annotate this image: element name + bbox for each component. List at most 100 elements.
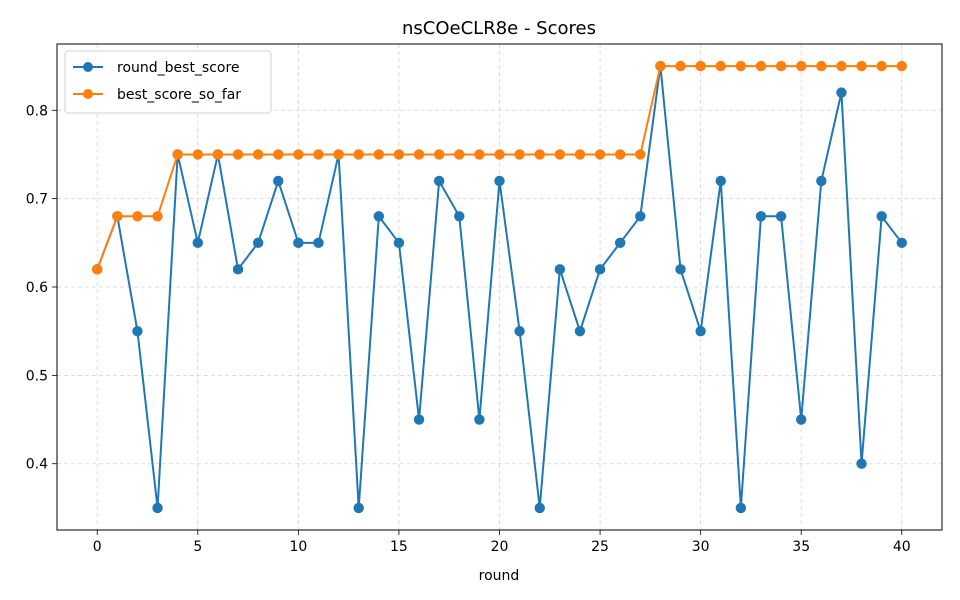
data-point-round-best-score xyxy=(474,414,485,425)
data-point-best-score-so-far xyxy=(293,149,304,160)
data-point-best-score-so-far xyxy=(92,264,103,275)
y-tick-label: 0.8 xyxy=(26,103,48,119)
data-point-best-score-so-far xyxy=(212,149,224,160)
data-point-round-best-score xyxy=(775,211,787,222)
data-point-round-best-score xyxy=(373,211,385,222)
data-point-best-score-so-far xyxy=(172,149,183,160)
data-point-round-best-score xyxy=(514,325,525,337)
data-point-round-best-score xyxy=(232,264,244,275)
legend-box xyxy=(64,50,272,114)
x-axis-label: round xyxy=(479,568,520,584)
data-point-round-best-score xyxy=(836,87,847,98)
data-point-round-best-score xyxy=(735,502,747,514)
x-tick-label: 25 xyxy=(591,539,609,555)
legend: round_best_score best_score_so_far xyxy=(64,50,272,114)
data-point-best-score-so-far xyxy=(373,149,385,160)
data-point-round-best-score xyxy=(433,175,445,187)
data-point-round-best-score xyxy=(132,325,143,337)
data-point-round-best-score xyxy=(192,237,203,249)
x-tick-label: 20 xyxy=(491,539,509,555)
legend-label-best-score-so-far: best_score_so_far xyxy=(117,87,241,103)
data-point-best-score-so-far xyxy=(353,149,364,160)
data-point-best-score-so-far xyxy=(675,60,686,72)
data-point-best-score-so-far xyxy=(192,149,203,160)
data-point-round-best-score xyxy=(152,502,163,514)
x-tick-label: 35 xyxy=(792,539,810,555)
data-point-round-best-score xyxy=(876,211,887,222)
data-point-best-score-so-far xyxy=(775,60,787,72)
legend-marker-round-best-score xyxy=(83,62,93,72)
data-point-round-best-score xyxy=(454,211,465,222)
data-point-round-best-score xyxy=(393,237,405,249)
data-point-best-score-so-far xyxy=(574,149,586,160)
x-tick-label: 15 xyxy=(390,539,408,555)
data-point-round-best-score xyxy=(614,237,626,249)
data-point-best-score-so-far xyxy=(796,60,807,72)
data-point-round-best-score xyxy=(413,414,425,425)
y-tick-label: 0.4 xyxy=(26,457,48,473)
data-point-best-score-so-far xyxy=(474,149,485,160)
data-point-best-score-so-far xyxy=(252,149,264,160)
data-point-round-best-score xyxy=(313,237,324,249)
data-point-round-best-score xyxy=(574,325,586,337)
y-tick-label: 0.5 xyxy=(26,368,48,384)
data-point-best-score-so-far xyxy=(554,149,566,160)
legend-label-round-best-score: round_best_score xyxy=(117,60,240,76)
data-point-round-best-score xyxy=(796,414,807,425)
data-point-round-best-score xyxy=(675,264,686,275)
data-point-best-score-so-far xyxy=(132,211,143,222)
data-point-round-best-score xyxy=(896,237,907,249)
data-point-round-best-score xyxy=(252,237,264,249)
data-point-round-best-score xyxy=(293,237,304,249)
data-point-best-score-so-far xyxy=(856,60,867,72)
series-layer xyxy=(92,60,907,514)
data-point-best-score-so-far xyxy=(635,149,646,160)
data-point-round-best-score xyxy=(353,502,364,514)
grid xyxy=(57,44,942,530)
data-point-best-score-so-far xyxy=(896,60,907,72)
data-point-round-best-score xyxy=(534,502,545,514)
data-point-round-best-score xyxy=(856,458,867,469)
data-point-best-score-so-far xyxy=(232,149,244,160)
chart-title: nsCOeCLR8e - Scores xyxy=(402,18,596,39)
data-point-best-score-so-far xyxy=(454,149,465,160)
data-point-round-best-score xyxy=(816,175,827,187)
series-best-score-so-far xyxy=(92,60,907,275)
x-tick-label: 30 xyxy=(692,539,710,555)
data-point-best-score-so-far xyxy=(715,60,726,72)
data-point-best-score-so-far xyxy=(836,60,847,72)
data-point-best-score-so-far xyxy=(816,60,827,72)
y-tick-label: 0.7 xyxy=(26,192,48,208)
x-tick-label: 10 xyxy=(289,539,307,555)
data-point-best-score-so-far xyxy=(433,149,445,160)
x-tick-label: 5 xyxy=(193,539,202,555)
data-point-round-best-score xyxy=(635,211,646,222)
x-tick-label: 40 xyxy=(893,539,911,555)
data-point-best-score-so-far xyxy=(413,149,425,160)
x-tick-label: 0 xyxy=(93,539,102,555)
data-point-best-score-so-far xyxy=(112,211,123,222)
data-point-best-score-so-far xyxy=(594,149,606,160)
data-point-round-best-score xyxy=(273,175,284,187)
data-point-round-best-score xyxy=(594,264,606,275)
data-point-best-score-so-far xyxy=(655,60,666,72)
data-point-best-score-so-far xyxy=(313,149,324,160)
data-point-best-score-so-far xyxy=(614,149,626,160)
data-point-best-score-so-far xyxy=(735,60,747,72)
data-point-round-best-score xyxy=(494,175,505,187)
legend-marker-best-score-so-far xyxy=(83,89,93,99)
data-point-round-best-score xyxy=(695,325,706,337)
axis-ticks: 0 5 10 15 20 25 30 35 40 0.4 0.5 0.6 0.7 0.8 xyxy=(26,103,911,555)
data-point-best-score-so-far xyxy=(534,149,545,160)
data-point-best-score-so-far xyxy=(494,149,505,160)
data-point-round-best-score xyxy=(715,175,726,187)
data-point-round-best-score xyxy=(554,264,566,275)
data-point-best-score-so-far xyxy=(273,149,284,160)
data-point-best-score-so-far xyxy=(333,149,344,160)
data-point-best-score-so-far xyxy=(755,60,767,72)
data-point-best-score-so-far xyxy=(876,60,887,72)
y-tick-label: 0.6 xyxy=(26,280,48,296)
data-point-round-best-score xyxy=(755,211,767,222)
data-point-best-score-so-far xyxy=(695,60,706,72)
